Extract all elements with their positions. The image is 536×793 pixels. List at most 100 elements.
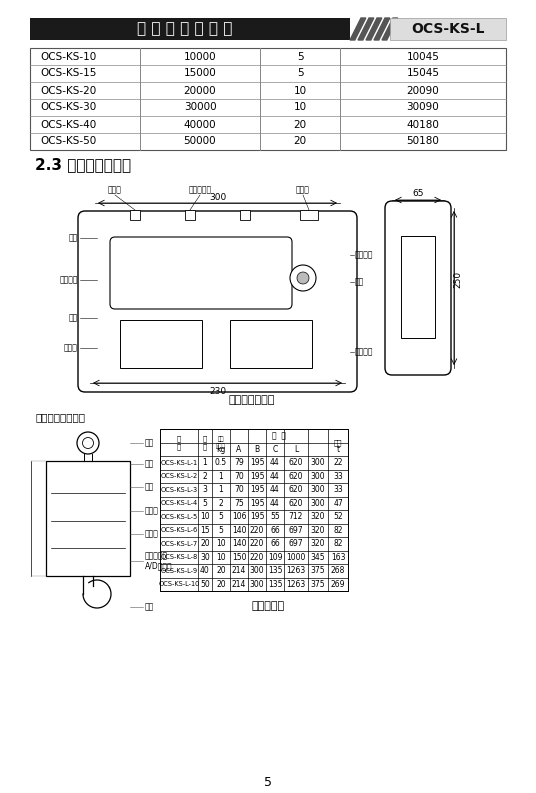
Text: t: t bbox=[337, 445, 340, 454]
Text: 220: 220 bbox=[250, 539, 264, 548]
Text: 10: 10 bbox=[293, 86, 307, 95]
Text: 2: 2 bbox=[219, 499, 224, 508]
Text: A: A bbox=[236, 445, 242, 454]
Text: 15: 15 bbox=[200, 526, 210, 534]
FancyBboxPatch shape bbox=[110, 237, 292, 309]
Text: 2.3 仪表外型尺寸图: 2.3 仪表外型尺寸图 bbox=[35, 158, 131, 173]
Text: OCS-KS-L-5: OCS-KS-L-5 bbox=[160, 514, 198, 519]
Text: OCS-KS-L-3: OCS-KS-L-3 bbox=[160, 487, 198, 492]
Text: 300: 300 bbox=[311, 485, 325, 494]
Text: 109: 109 bbox=[268, 553, 282, 561]
Text: 型
号: 型 号 bbox=[177, 435, 181, 450]
Text: 40: 40 bbox=[200, 566, 210, 575]
Text: OCS-KS-L-7: OCS-KS-L-7 bbox=[160, 541, 198, 546]
Text: 300: 300 bbox=[311, 499, 325, 508]
Text: 20090: 20090 bbox=[407, 86, 440, 95]
Bar bbox=[390, 18, 506, 40]
Text: 135: 135 bbox=[268, 566, 282, 575]
Text: 秤体机械图如下：: 秤体机械图如下： bbox=[35, 412, 85, 422]
Bar bbox=[185, 210, 195, 220]
Text: 2: 2 bbox=[203, 472, 207, 481]
Text: 5: 5 bbox=[219, 512, 224, 521]
Text: 最小
分度值: 最小 分度值 bbox=[216, 436, 226, 449]
Text: 320: 320 bbox=[311, 512, 325, 521]
Text: 300: 300 bbox=[311, 458, 325, 467]
Text: 40000: 40000 bbox=[184, 120, 217, 129]
Text: 数传发射机
A/D变送器: 数传发射机 A/D变送器 bbox=[145, 551, 173, 571]
Text: 10: 10 bbox=[293, 102, 307, 113]
Text: 重量: 重量 bbox=[334, 439, 343, 446]
Text: 220: 220 bbox=[250, 526, 264, 534]
Text: 20: 20 bbox=[216, 580, 226, 588]
Text: 1263: 1263 bbox=[286, 580, 306, 588]
Text: 268: 268 bbox=[331, 566, 345, 575]
Text: 把手: 把手 bbox=[69, 233, 78, 243]
Text: 697: 697 bbox=[289, 539, 303, 548]
Text: 250: 250 bbox=[453, 271, 463, 288]
Text: 充电口: 充电口 bbox=[296, 186, 310, 194]
Text: 195: 195 bbox=[250, 458, 264, 467]
Text: 摄触按键: 摄触按键 bbox=[355, 347, 374, 357]
Circle shape bbox=[83, 438, 93, 449]
Text: 1: 1 bbox=[219, 485, 224, 494]
Circle shape bbox=[297, 272, 309, 284]
Text: 20: 20 bbox=[200, 539, 210, 548]
Text: 712: 712 bbox=[289, 512, 303, 521]
Text: OCS-KS-L-6: OCS-KS-L-6 bbox=[160, 527, 198, 533]
Text: 75: 75 bbox=[234, 499, 244, 508]
Text: 82: 82 bbox=[333, 539, 343, 548]
Text: 22: 22 bbox=[333, 458, 343, 467]
Text: OCS-KS-40: OCS-KS-40 bbox=[40, 120, 96, 129]
Text: 66: 66 bbox=[270, 526, 280, 534]
Text: 50: 50 bbox=[200, 580, 210, 588]
Text: 620: 620 bbox=[289, 499, 303, 508]
Text: 320: 320 bbox=[311, 526, 325, 534]
Text: 1263: 1263 bbox=[286, 566, 306, 575]
Text: 300: 300 bbox=[250, 566, 264, 575]
Text: 195: 195 bbox=[250, 512, 264, 521]
Text: L: L bbox=[294, 445, 298, 454]
Text: 195: 195 bbox=[250, 499, 264, 508]
Text: 697: 697 bbox=[289, 526, 303, 534]
Text: 10: 10 bbox=[216, 553, 226, 561]
Text: 106: 106 bbox=[232, 512, 246, 521]
Text: 140: 140 bbox=[232, 539, 246, 548]
Text: 269: 269 bbox=[331, 580, 345, 588]
Text: 15045: 15045 bbox=[406, 68, 440, 79]
Text: 5: 5 bbox=[297, 52, 303, 62]
Text: 30090: 30090 bbox=[407, 102, 440, 113]
Text: 光线: 光线 bbox=[145, 459, 154, 469]
Text: 44: 44 bbox=[270, 485, 280, 494]
Text: OCS-KS-15: OCS-KS-15 bbox=[40, 68, 96, 79]
Text: 33: 33 bbox=[333, 472, 343, 481]
Text: 300: 300 bbox=[209, 193, 226, 201]
Text: 163: 163 bbox=[331, 553, 345, 561]
Text: 1: 1 bbox=[203, 458, 207, 467]
Text: 70: 70 bbox=[234, 472, 244, 481]
Bar bbox=[240, 210, 250, 220]
Text: 150: 150 bbox=[232, 553, 246, 561]
Text: 10000: 10000 bbox=[184, 52, 217, 62]
Bar bbox=[46, 461, 130, 576]
Text: kg: kg bbox=[217, 445, 226, 454]
Circle shape bbox=[77, 432, 99, 454]
Text: 5: 5 bbox=[264, 776, 272, 788]
Text: 375: 375 bbox=[311, 566, 325, 575]
Polygon shape bbox=[358, 18, 374, 40]
Text: 620: 620 bbox=[289, 485, 303, 494]
Text: 375: 375 bbox=[311, 580, 325, 588]
Text: 量
程: 量 程 bbox=[203, 435, 207, 450]
Text: 230: 230 bbox=[209, 386, 226, 396]
Text: OCS-KS-L-10: OCS-KS-L-10 bbox=[158, 581, 200, 588]
FancyBboxPatch shape bbox=[385, 201, 451, 375]
Text: C: C bbox=[272, 445, 278, 454]
Text: 0.5: 0.5 bbox=[215, 458, 227, 467]
Text: 壳体: 壳体 bbox=[69, 313, 78, 323]
Text: 82: 82 bbox=[333, 526, 343, 534]
Text: 5: 5 bbox=[219, 526, 224, 534]
Text: 65: 65 bbox=[412, 190, 424, 198]
Text: OCS-KS-L-2: OCS-KS-L-2 bbox=[160, 473, 198, 479]
Bar bbox=[401, 236, 435, 338]
Circle shape bbox=[290, 265, 316, 291]
Text: 79: 79 bbox=[234, 458, 244, 467]
